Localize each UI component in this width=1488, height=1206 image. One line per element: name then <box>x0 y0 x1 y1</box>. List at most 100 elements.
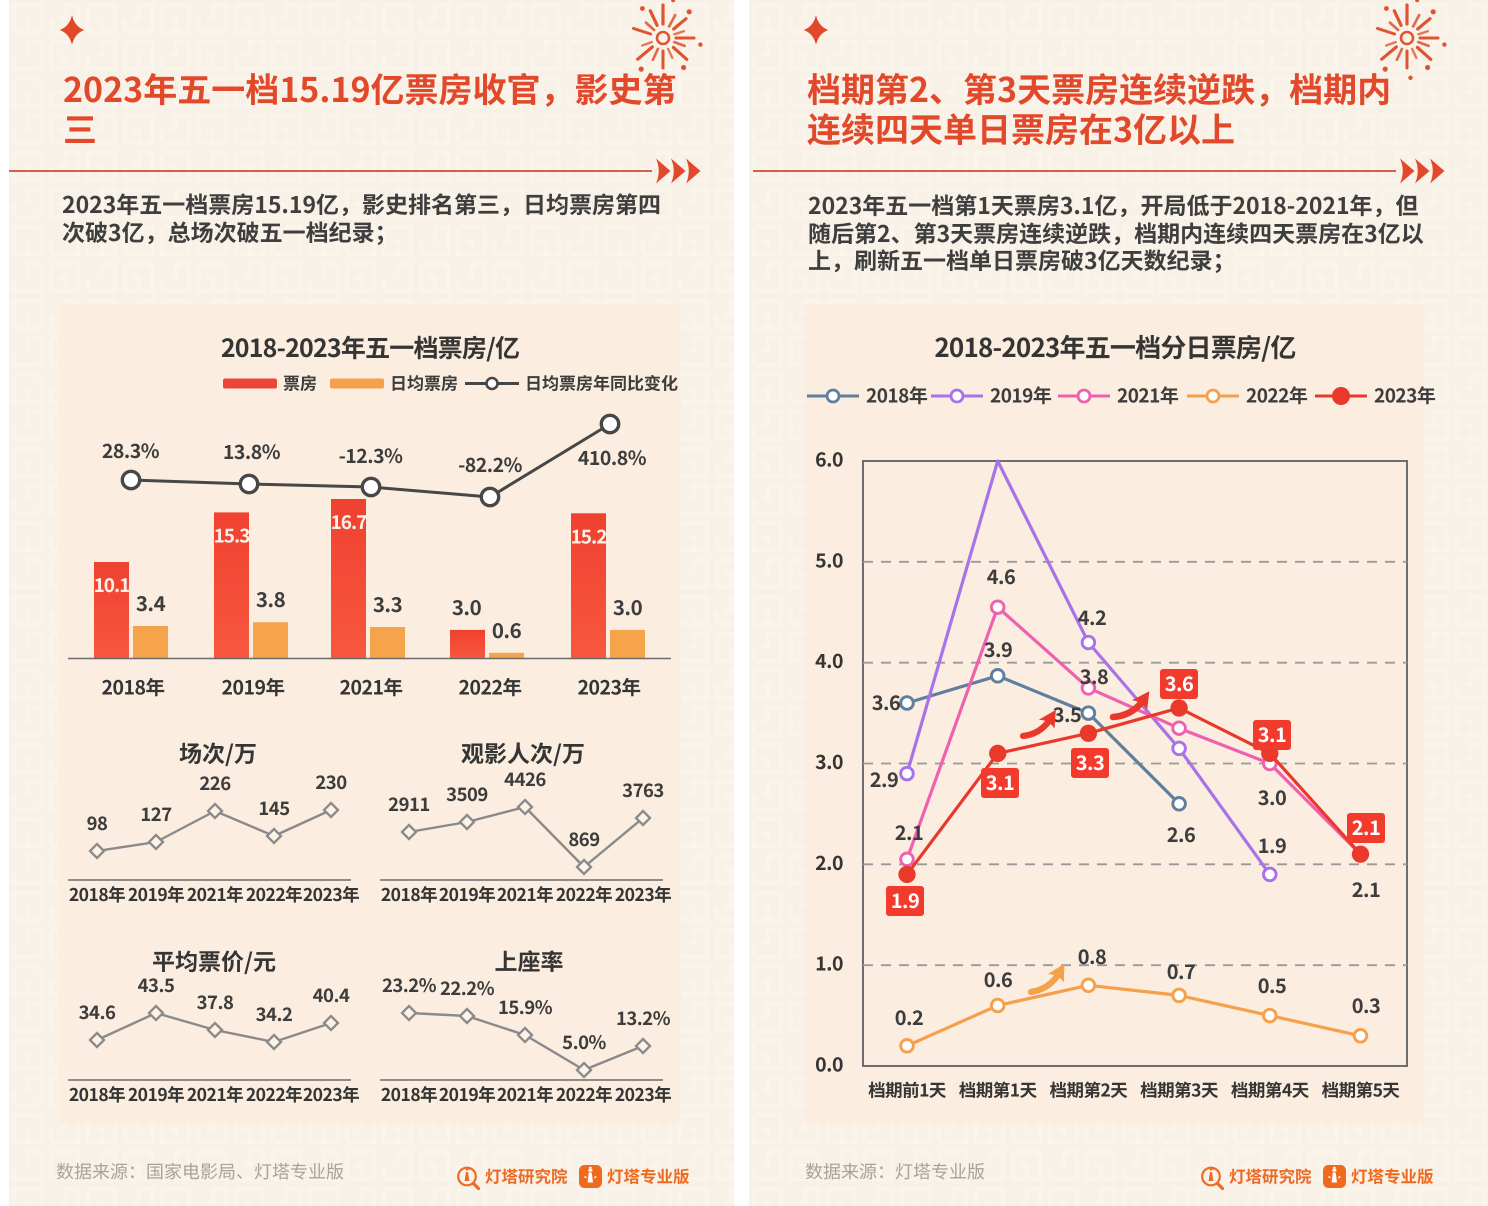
svg-text:2022年: 2022年 <box>246 882 302 907</box>
svg-text:档期第1天: 档期第1天 <box>959 1078 1038 1103</box>
svg-text:灯塔专业版: 灯塔专业版 <box>1351 1164 1434 1188</box>
svg-text:43.5: 43.5 <box>138 972 175 998</box>
svg-text:场次/万: 场次/万 <box>179 735 257 769</box>
svg-text:3763: 3763 <box>622 777 664 803</box>
svg-text:2.6: 2.6 <box>1167 819 1196 848</box>
svg-text:日均票房: 日均票房 <box>390 370 458 395</box>
svg-text:0.7: 0.7 <box>1167 956 1196 985</box>
svg-text:10.1: 10.1 <box>94 571 130 598</box>
svg-text:2019年: 2019年 <box>990 382 1052 409</box>
svg-text:灯塔研究院: 灯塔研究院 <box>1229 1164 1312 1188</box>
svg-text:2018-2023年五一档票房/亿: 2018-2023年五一档票房/亿 <box>221 329 519 365</box>
svg-text:3.5: 3.5 <box>1053 699 1082 728</box>
svg-text:2021年: 2021年 <box>497 1082 553 1107</box>
svg-text:3.0: 3.0 <box>452 591 482 621</box>
svg-text:13.8%: 13.8% <box>223 436 281 465</box>
svg-text:127: 127 <box>140 801 172 827</box>
svg-text:1.0: 1.0 <box>815 948 843 977</box>
svg-text:2022年: 2022年 <box>556 882 612 907</box>
svg-text:2.1: 2.1 <box>1352 812 1381 841</box>
svg-text:2023年: 2023年 <box>577 672 640 701</box>
svg-text:0.0: 0.0 <box>815 1049 843 1078</box>
svg-text:2022年: 2022年 <box>246 1082 302 1107</box>
svg-text:2018年: 2018年 <box>69 882 125 907</box>
svg-text:34.2: 34.2 <box>256 1001 293 1027</box>
svg-text:2022年: 2022年 <box>458 672 521 701</box>
svg-text:0.8: 0.8 <box>1078 941 1107 970</box>
svg-text:4426: 4426 <box>504 766 546 792</box>
svg-text:2.0: 2.0 <box>815 847 843 876</box>
svg-text:票房: 票房 <box>283 370 317 395</box>
svg-text:4.2: 4.2 <box>1078 602 1107 631</box>
svg-text:2018年: 2018年 <box>381 882 437 907</box>
svg-text:5.0: 5.0 <box>815 544 843 573</box>
svg-text:98: 98 <box>87 810 108 836</box>
svg-text:上座率: 上座率 <box>495 943 564 977</box>
svg-text:2023年: 2023年 <box>303 882 359 907</box>
svg-text:2019年: 2019年 <box>439 1082 495 1107</box>
svg-text:档期第3天: 档期第3天 <box>1140 1078 1219 1103</box>
svg-text:2021年: 2021年 <box>187 882 243 907</box>
svg-text:2022年: 2022年 <box>1246 382 1308 409</box>
svg-text:灯塔研究院: 灯塔研究院 <box>485 1164 568 1188</box>
svg-text:1.9: 1.9 <box>891 885 920 914</box>
svg-text:0.2: 0.2 <box>895 1002 924 1031</box>
svg-text:2019年: 2019年 <box>221 672 284 701</box>
svg-text:3.0: 3.0 <box>815 746 843 775</box>
svg-text:2023年: 2023年 <box>303 1082 359 1107</box>
svg-text:0.6: 0.6 <box>984 964 1013 993</box>
svg-text:1.9: 1.9 <box>1258 830 1287 859</box>
svg-text:3.0: 3.0 <box>613 591 643 621</box>
svg-text:灯塔专业版: 灯塔专业版 <box>607 1164 690 1188</box>
svg-text:-82.2%: -82.2% <box>458 449 523 478</box>
svg-text:2019年: 2019年 <box>128 1082 184 1107</box>
svg-text:4.0: 4.0 <box>815 645 843 674</box>
svg-text:2018-2023年五一档分日票房/亿: 2018-2023年五一档分日票房/亿 <box>934 328 1295 365</box>
svg-text:-12.3%: -12.3% <box>339 440 404 469</box>
svg-text:2019年: 2019年 <box>128 882 184 907</box>
svg-text:2.9: 2.9 <box>870 764 899 793</box>
svg-text:23.2%: 23.2% <box>382 972 437 998</box>
svg-text:3509: 3509 <box>446 781 488 807</box>
svg-text:2.1: 2.1 <box>895 817 924 846</box>
svg-text:3.1: 3.1 <box>1258 719 1287 748</box>
svg-text:档期第5天: 档期第5天 <box>1322 1078 1401 1103</box>
svg-text:3.4: 3.4 <box>136 587 166 617</box>
svg-text:3.3: 3.3 <box>1076 747 1105 776</box>
svg-text:观影人次/万: 观影人次/万 <box>461 735 585 769</box>
svg-text:15.9%: 15.9% <box>498 994 553 1020</box>
svg-text:2018年: 2018年 <box>381 1082 437 1107</box>
svg-text:3.6: 3.6 <box>872 687 901 716</box>
svg-text:16.7: 16.7 <box>331 508 368 535</box>
svg-text:3.6: 3.6 <box>1165 668 1194 697</box>
svg-text:6.0: 6.0 <box>815 444 843 473</box>
svg-text:2911: 2911 <box>388 791 430 817</box>
svg-text:2022年: 2022年 <box>556 1082 612 1107</box>
svg-text:40.4: 40.4 <box>313 982 350 1008</box>
svg-text:2023年: 2023年 <box>615 882 671 907</box>
svg-text:2021年: 2021年 <box>339 672 402 701</box>
svg-text:2018年: 2018年 <box>69 1082 125 1107</box>
svg-text:15.3: 15.3 <box>214 521 251 548</box>
svg-text:2023年: 2023年 <box>1374 382 1436 409</box>
svg-text:2019年: 2019年 <box>439 882 495 907</box>
svg-text:5.0%: 5.0% <box>562 1029 606 1055</box>
svg-text:15.2: 15.2 <box>571 522 608 549</box>
svg-text:13.2%: 13.2% <box>616 1005 671 1031</box>
svg-text:2018年: 2018年 <box>866 382 928 409</box>
svg-text:4.6: 4.6 <box>987 561 1016 590</box>
svg-text:2021年: 2021年 <box>497 882 553 907</box>
svg-text:226: 226 <box>199 770 231 796</box>
svg-text:34.6: 34.6 <box>79 999 116 1025</box>
svg-text:2021年: 2021年 <box>1117 382 1179 409</box>
svg-text:3.8: 3.8 <box>256 583 286 613</box>
svg-text:日均票房年同比变化: 日均票房年同比变化 <box>525 370 678 395</box>
svg-text:28.3%: 28.3% <box>102 435 160 464</box>
svg-text:869: 869 <box>568 826 599 852</box>
svg-text:平均票价/元: 平均票价/元 <box>152 943 276 977</box>
svg-text:3.0: 3.0 <box>1258 782 1287 811</box>
svg-text:0.3: 0.3 <box>1352 990 1381 1019</box>
svg-text:230: 230 <box>315 769 347 795</box>
svg-text:2021年: 2021年 <box>187 1082 243 1107</box>
svg-text:0.5: 0.5 <box>1258 970 1287 999</box>
